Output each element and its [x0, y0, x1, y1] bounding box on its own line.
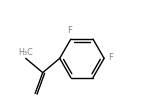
Text: F: F	[108, 53, 113, 62]
Text: H₃C: H₃C	[18, 48, 33, 57]
Text: F: F	[67, 26, 72, 35]
